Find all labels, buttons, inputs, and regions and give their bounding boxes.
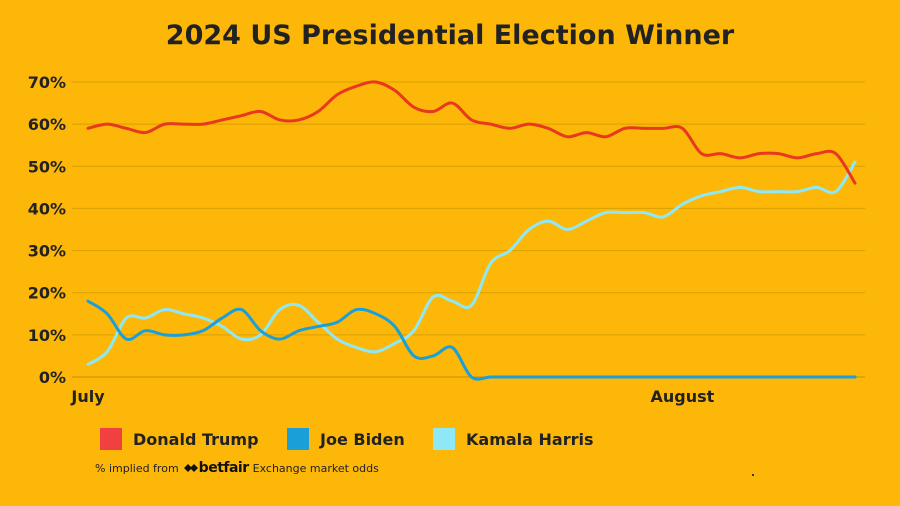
y-tick-label-10: 10% — [28, 326, 66, 345]
footnote-suffix: Exchange market odds — [252, 461, 379, 475]
y-tick-label-40: 40% — [28, 199, 66, 218]
legend-label-biden: Joe Biden — [320, 429, 405, 449]
source-footnote: % implied from betfair Exchange market o… — [95, 460, 379, 476]
y-tick-label-30: 30% — [28, 242, 66, 261]
x-axis-tick-labels: July August — [70, 387, 714, 406]
legend-label-trump: Donald Trump — [133, 429, 259, 449]
legend-swatch-trump — [100, 428, 122, 450]
x-tick-label-august: August — [651, 387, 715, 406]
legend-swatch-harris — [433, 428, 455, 450]
betfair-wordmark: betfair — [198, 460, 249, 476]
series-lines — [86, 80, 857, 381]
chart-title: 2024 US Presidential Election Winner — [165, 20, 735, 51]
legend-swatch-biden — [287, 428, 309, 450]
betfair-arrows-icon — [183, 464, 198, 472]
betfair-logo: betfair — [183, 460, 249, 476]
x-tick-label-july: July — [70, 387, 105, 406]
grid-lines — [72, 81, 865, 378]
y-tick-label-50: 50% — [28, 157, 66, 176]
y-tick-label-0: 0% — [39, 368, 66, 387]
stray-dot — [752, 474, 754, 476]
y-tick-label-20: 20% — [28, 284, 66, 303]
legend-item-trump: Donald Trump — [100, 427, 259, 451]
series-line-joe-biden — [86, 299, 857, 381]
y-tick-label-60: 60% — [28, 115, 66, 134]
legend-item-biden: Joe Biden — [287, 427, 405, 451]
legend-label-harris: Kamala Harris — [466, 429, 594, 449]
series-line-kamala-harris — [86, 160, 857, 366]
y-axis-tick-labels: 0% 10% 20% 30% 40% 50% 60% 70% — [28, 73, 66, 387]
footnote-prefix: % implied from — [95, 461, 179, 475]
legend-item-harris: Kamala Harris — [433, 427, 594, 451]
y-tick-label-70: 70% — [28, 73, 66, 92]
series-line-donald-trump — [86, 80, 857, 185]
